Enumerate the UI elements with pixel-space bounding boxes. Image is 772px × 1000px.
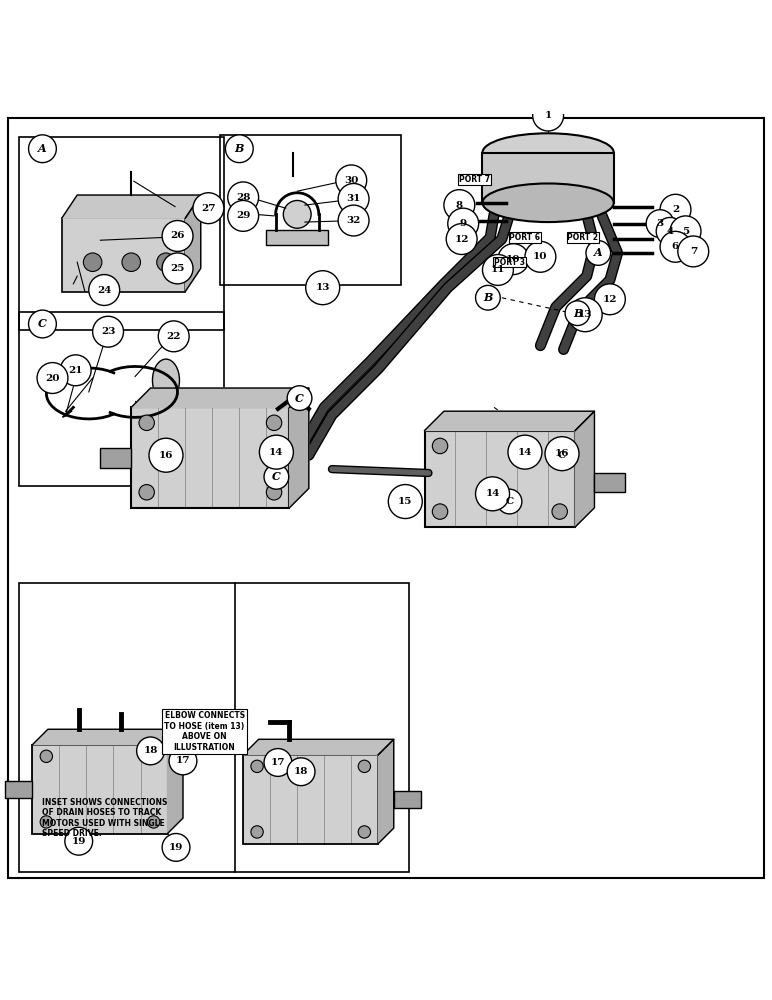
Circle shape <box>565 301 590 326</box>
Circle shape <box>586 241 611 265</box>
Circle shape <box>338 205 369 236</box>
Text: 19: 19 <box>72 837 86 846</box>
Text: C: C <box>272 471 281 482</box>
Circle shape <box>287 386 312 410</box>
Circle shape <box>251 760 263 773</box>
Circle shape <box>656 217 684 245</box>
Circle shape <box>508 435 542 469</box>
Circle shape <box>29 310 56 338</box>
Text: 32: 32 <box>347 216 361 225</box>
Circle shape <box>266 415 282 431</box>
Bar <box>482 153 614 203</box>
Circle shape <box>476 285 500 310</box>
Circle shape <box>432 504 448 519</box>
Circle shape <box>158 321 189 352</box>
Bar <box>19 137 224 330</box>
Ellipse shape <box>482 183 614 222</box>
Circle shape <box>283 200 311 228</box>
Circle shape <box>444 190 475 221</box>
Text: 18: 18 <box>294 767 308 776</box>
Bar <box>100 448 131 468</box>
Text: 4: 4 <box>666 227 674 236</box>
Text: 12: 12 <box>603 295 617 304</box>
Polygon shape <box>378 739 394 844</box>
Circle shape <box>162 253 193 284</box>
Text: 8: 8 <box>455 201 463 210</box>
Text: 14: 14 <box>486 489 499 498</box>
Text: PORT 2: PORT 2 <box>567 233 598 242</box>
Circle shape <box>60 355 91 386</box>
Text: 2: 2 <box>672 205 679 214</box>
Circle shape <box>533 100 564 131</box>
Circle shape <box>147 816 160 828</box>
Text: 13: 13 <box>578 310 592 319</box>
Circle shape <box>497 489 522 514</box>
Circle shape <box>228 182 259 213</box>
Text: 19: 19 <box>169 843 183 852</box>
Circle shape <box>660 194 691 225</box>
Text: 14: 14 <box>518 448 532 457</box>
Circle shape <box>193 193 224 224</box>
Text: 10: 10 <box>533 252 547 261</box>
Text: INSET SHOWS CONNECTIONS
OF DRAIN HOSES TO TRACK
MOTORS USED WITH SINGLE
SPEED DR: INSET SHOWS CONNECTIONS OF DRAIN HOSES T… <box>42 798 168 838</box>
Circle shape <box>287 758 315 786</box>
Circle shape <box>157 253 175 271</box>
Text: 17: 17 <box>176 756 190 765</box>
Text: PORT 7: PORT 7 <box>459 175 490 184</box>
Circle shape <box>251 826 263 838</box>
Polygon shape <box>243 739 394 755</box>
Text: 1: 1 <box>544 111 552 120</box>
Text: A: A <box>38 143 47 154</box>
Text: C: C <box>506 497 513 506</box>
Text: C: C <box>38 318 47 329</box>
Bar <box>19 312 224 486</box>
Text: 9: 9 <box>459 219 467 228</box>
Text: 29: 29 <box>236 211 250 220</box>
Circle shape <box>336 165 367 196</box>
Circle shape <box>568 298 602 332</box>
Bar <box>425 431 575 527</box>
Text: 25: 25 <box>171 264 185 273</box>
Text: 6: 6 <box>672 242 679 251</box>
Circle shape <box>149 438 183 472</box>
Bar <box>131 407 290 508</box>
Text: 27: 27 <box>201 204 215 213</box>
Circle shape <box>446 224 477 255</box>
Bar <box>220 135 401 285</box>
Circle shape <box>162 221 193 251</box>
Circle shape <box>89 275 120 305</box>
Circle shape <box>169 747 197 775</box>
Text: ELBOW CONNECTS
TO HOSE (item 13)
ABOVE ON
ILLUSTRATION: ELBOW CONNECTS TO HOSE (item 13) ABOVE O… <box>164 711 245 752</box>
Circle shape <box>264 749 292 776</box>
Text: C: C <box>295 393 304 404</box>
Circle shape <box>476 477 510 511</box>
Circle shape <box>448 208 479 239</box>
Circle shape <box>40 816 52 828</box>
Circle shape <box>139 485 154 500</box>
Bar <box>594 473 625 492</box>
Text: B: B <box>573 308 582 319</box>
Circle shape <box>552 438 567 454</box>
Text: 11: 11 <box>491 265 505 274</box>
Polygon shape <box>185 195 201 292</box>
Circle shape <box>266 485 282 500</box>
Polygon shape <box>168 729 183 834</box>
Circle shape <box>552 504 567 519</box>
Text: 16: 16 <box>555 449 569 458</box>
Circle shape <box>358 760 371 773</box>
Text: 13: 13 <box>316 283 330 292</box>
Text: 31: 31 <box>347 194 361 203</box>
Text: 18: 18 <box>144 746 157 755</box>
Text: 20: 20 <box>46 374 59 383</box>
Circle shape <box>545 437 579 471</box>
Circle shape <box>122 253 141 271</box>
Circle shape <box>83 253 102 271</box>
Text: PORT 6: PORT 6 <box>510 233 540 242</box>
Polygon shape <box>290 388 309 508</box>
Bar <box>5 781 32 798</box>
Text: 10: 10 <box>506 255 520 264</box>
Text: PORT 3: PORT 3 <box>494 258 525 267</box>
Circle shape <box>264 464 289 489</box>
Text: 3: 3 <box>656 219 664 228</box>
Circle shape <box>338 183 369 214</box>
